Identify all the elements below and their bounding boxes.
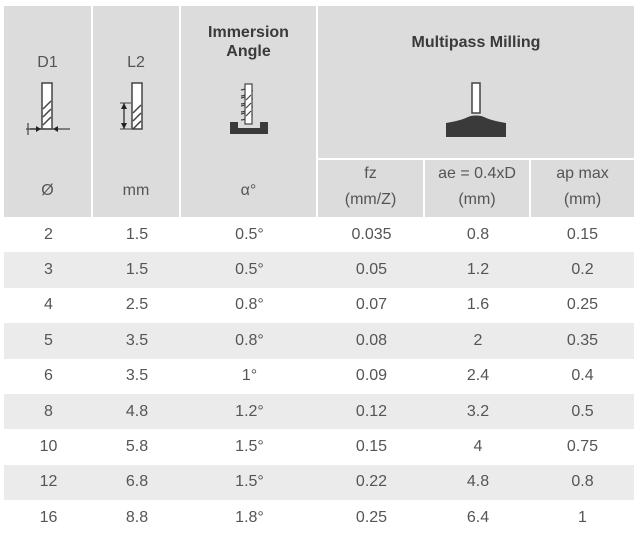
header-divider (316, 6, 318, 217)
table-row: 12 6.8 1.5° 0.22 4.8 0.8 (4, 464, 634, 501)
ap-max-cell: 0.8 (571, 473, 594, 491)
diameter-cell: 10 (39, 438, 58, 456)
ap-max-cell: 0.75 (566, 438, 599, 456)
length-cell: 8.8 (125, 508, 149, 526)
ap-max-cell: 0.4 (571, 367, 594, 385)
ap-max-cell: 0.25 (566, 296, 599, 314)
immersion-angle-cell: 1.5° (235, 473, 264, 491)
fz-cell: 0.035 (351, 225, 392, 243)
ap-max-cell: 1 (578, 508, 587, 526)
length-cell: 4.8 (125, 402, 149, 420)
multipass-title: Multipass Milling (411, 34, 541, 51)
table-row: 8 4.8 1.2° 0.12 3.2 0.5 (4, 393, 634, 430)
ae-cell: 4 (473, 438, 483, 456)
immersion-title-line1: Immersion (208, 24, 289, 41)
immersion-angle-cell: 0.8° (235, 331, 264, 349)
fz-label: fz (364, 165, 377, 182)
ae-cell: 1.6 (466, 296, 490, 314)
tool-length-icon (120, 82, 143, 130)
table-row: 2 1.5 0.5° 0.035 0.8 0.15 (4, 217, 634, 252)
diameter-cell: 16 (39, 508, 58, 526)
length-cell: 5.8 (125, 438, 149, 456)
diameter-cell: 8 (44, 402, 53, 420)
table-row: 5 3.5 0.8° 0.08 2 0.35 (4, 323, 634, 359)
table-header: D1 Ø L2 mm Immersion Angle (4, 6, 634, 217)
length-cell: 6.8 (125, 473, 149, 491)
d1-unit: Ø (41, 182, 54, 199)
diameter-cell: 6 (44, 367, 53, 385)
ap-unit: (mm) (563, 191, 602, 208)
cutting-data-table: D1 Ø L2 mm Immersion Angle (4, 6, 634, 536)
immersion-angle-cell: 0.5° (235, 261, 264, 279)
immersion-angle-cell: 1.2° (235, 402, 264, 420)
table-body: 2 1.5 0.5° 0.035 0.8 0.15 3 1.5 0.5° 0.05 1.2 0.2 4 2… (4, 217, 634, 536)
fz-cell: 0.25 (355, 508, 388, 526)
ap-max-cell: 0.15 (566, 225, 599, 243)
ae-cell: 6.4 (466, 508, 490, 526)
ae-label: ae = 0.4xD (438, 165, 516, 182)
ae-cell: 3.2 (466, 402, 490, 420)
helical-immersion-icon (230, 83, 268, 134)
fz-unit: (mm/Z) (344, 191, 397, 208)
diameter-cell: 4 (44, 296, 53, 314)
ae-cell: 0.8 (466, 225, 490, 243)
ae-cell: 4.8 (466, 473, 490, 491)
fz-cell: 0.08 (355, 331, 388, 349)
immersion-unit: α° (240, 182, 257, 199)
fz-cell: 0.09 (355, 367, 388, 385)
header-divider (529, 160, 531, 217)
ap-max-cell: 0.2 (571, 261, 594, 279)
fz-cell: 0.22 (355, 473, 388, 491)
fz-cell: 0.05 (355, 261, 388, 279)
ap-max-cell: 0.5 (571, 402, 594, 420)
header-divider (316, 158, 634, 160)
immersion-angle-cell: 1.8° (235, 508, 264, 526)
diameter-cell: 5 (44, 331, 53, 349)
table-row: 4 2.5 0.8° 0.07 1.6 0.25 (4, 288, 634, 323)
ap-max-cell: 0.35 (566, 331, 599, 349)
fz-cell: 0.07 (355, 296, 388, 314)
length-cell: 3.5 (125, 367, 149, 385)
immersion-angle-cell: 1° (241, 367, 258, 385)
tool-diameter-icon (26, 82, 70, 135)
length-cell: 1.5 (125, 225, 149, 243)
fz-cell: 0.15 (355, 438, 388, 456)
length-cell: 1.5 (125, 261, 149, 279)
immersion-title-line2: Angle (226, 43, 271, 60)
diameter-cell: 3 (44, 261, 53, 279)
header-divider (179, 6, 181, 217)
fz-cell: 0.12 (355, 402, 388, 420)
ae-cell: 1.2 (466, 261, 490, 279)
d1-label: D1 (37, 54, 58, 71)
header-divider (423, 160, 425, 217)
length-cell: 2.5 (125, 296, 149, 314)
diameter-cell: 2 (44, 225, 53, 243)
immersion-angle-cell: 0.5° (235, 225, 264, 243)
l2-label: L2 (127, 54, 145, 71)
table-row: 6 3.5 1° 0.09 2.4 0.4 (4, 359, 634, 394)
header-divider (91, 6, 93, 217)
ae-cell: 2.4 (466, 367, 490, 385)
table-row: 3 1.5 0.5° 0.05 1.2 0.2 (4, 252, 634, 288)
immersion-angle-cell: 0.8° (235, 296, 264, 314)
ae-cell: 2 (473, 331, 483, 349)
length-cell: 3.5 (125, 331, 149, 349)
diameter-cell: 12 (39, 473, 58, 491)
ae-unit: (mm) (458, 191, 496, 208)
table-row: 16 8.8 1.8° 0.25 6.4 1 (4, 500, 634, 535)
table-row: 10 5.8 1.5° 0.15 4 0.75 (4, 429, 634, 464)
l2-unit: mm (122, 182, 150, 199)
immersion-angle-cell: 1.5° (235, 438, 264, 456)
multipass-milling-icon (446, 82, 506, 137)
ap-label: ap max (556, 165, 609, 182)
